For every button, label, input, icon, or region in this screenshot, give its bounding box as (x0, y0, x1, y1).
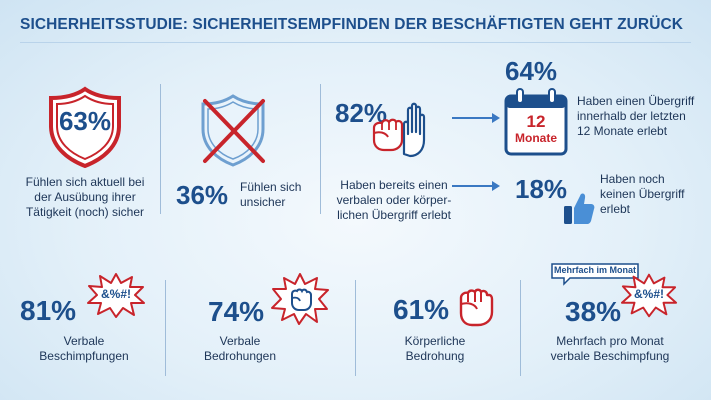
crossed-shield-icon (197, 93, 269, 169)
stat-unsicher-value: 36% (176, 180, 229, 210)
stat-mehrfach-label: Mehrfach pro Monat verbale Beschimpfung (540, 334, 680, 364)
divider (320, 84, 321, 214)
stat-uebergriff-label: Haben bereits einen verbalen oder körper… (330, 178, 458, 223)
calendar-icon: 12 Monate (503, 86, 569, 158)
thumbs-up-icon (562, 190, 596, 226)
page-title: SICHERHEITSSTUDIE: SICHERHEITSEMPFINDEN … (20, 16, 684, 33)
label-line: Verbale (63, 334, 105, 348)
label-line: Bedrohungen (203, 349, 277, 363)
label-line: Mehrfach pro Monat (556, 334, 664, 348)
label-line: Körperliche (404, 334, 466, 348)
swear-burst-icon: &%#! (86, 272, 146, 318)
arrow-icon (452, 180, 502, 192)
label-line: der Ausübung ihrer (34, 190, 136, 204)
stat-bedrohungen-value: 74% (208, 296, 265, 327)
stat-bedrohungen-label: Verbale Bedrohungen (190, 334, 290, 364)
stat-beschimpfungen-label: Verbale Beschimpfungen (14, 334, 154, 364)
stat-beschimpfungen-value: 81% (20, 295, 77, 326)
label-line: Haben noch (600, 172, 665, 186)
label-line: lichen Übergriff erlebt (337, 208, 451, 222)
label-line: Fühlen sich (240, 180, 302, 194)
stat-kein-uebergriff-label: Haben noch keinen Übergriff erlebt (600, 172, 685, 217)
speech-bubble: Mehrfach im Monat (550, 262, 640, 286)
label-line: 12 Monate erlebt (577, 124, 668, 138)
bubble-text: Mehrfach im Monat (553, 265, 636, 275)
label-line: Fühlen sich aktuell bei (25, 175, 145, 189)
stat-koerperlich-value: 61% (393, 294, 450, 325)
label-line: Haben bereits einen (340, 178, 448, 192)
divider (165, 280, 166, 376)
calendar-number: 12 (526, 112, 546, 131)
stat-sicher-value: 63% (58, 106, 112, 136)
divider (160, 84, 161, 214)
fist-burst-icon (270, 272, 330, 326)
divider (355, 280, 356, 376)
label-line: Haben einen Übergriff (577, 94, 695, 108)
label-line: Tätigkeit (noch) sicher (25, 205, 145, 219)
stat-sicher-label: Fühlen sich aktuell bei der Ausübung ihr… (14, 175, 156, 220)
label-line: verbalen oder körper- (336, 193, 452, 207)
burst-text: &%#! (633, 287, 664, 301)
title-divider (20, 42, 691, 43)
burst-text: &%#! (100, 287, 131, 301)
stat-koerperlich-label: Körperliche Bedrohung (385, 334, 485, 364)
stat-zwoelf-monate-value: 64% (505, 56, 558, 86)
arrow-icon (452, 112, 502, 124)
label-line: Bedrohung (405, 349, 465, 363)
calendar-text: Monate (515, 131, 557, 145)
label-line: verbale Beschimpfung (550, 349, 670, 363)
fist-icon (455, 282, 495, 328)
divider (520, 280, 521, 376)
label-line: keinen Übergriff (600, 187, 685, 201)
stat-mehrfach-value: 38% (565, 296, 622, 327)
label-line: unsicher (240, 195, 286, 209)
shield-icon (45, 86, 125, 168)
stat-kein-uebergriff-value: 18% (515, 174, 568, 204)
stat-unsicher-label: Fühlen sich unsicher (240, 180, 301, 210)
label-line: Verbale (219, 334, 261, 348)
label-line: innerhalb der letzten (577, 109, 686, 123)
stat-zwoelf-monate-label: Haben einen Übergriff innerhalb der letz… (577, 94, 694, 139)
label-line: erlebt (600, 202, 631, 216)
raised-hand-fist-icon (368, 100, 438, 160)
label-line: Beschimpfungen (39, 349, 129, 363)
speech-bubble-burst-icon: &%#! (620, 272, 678, 318)
